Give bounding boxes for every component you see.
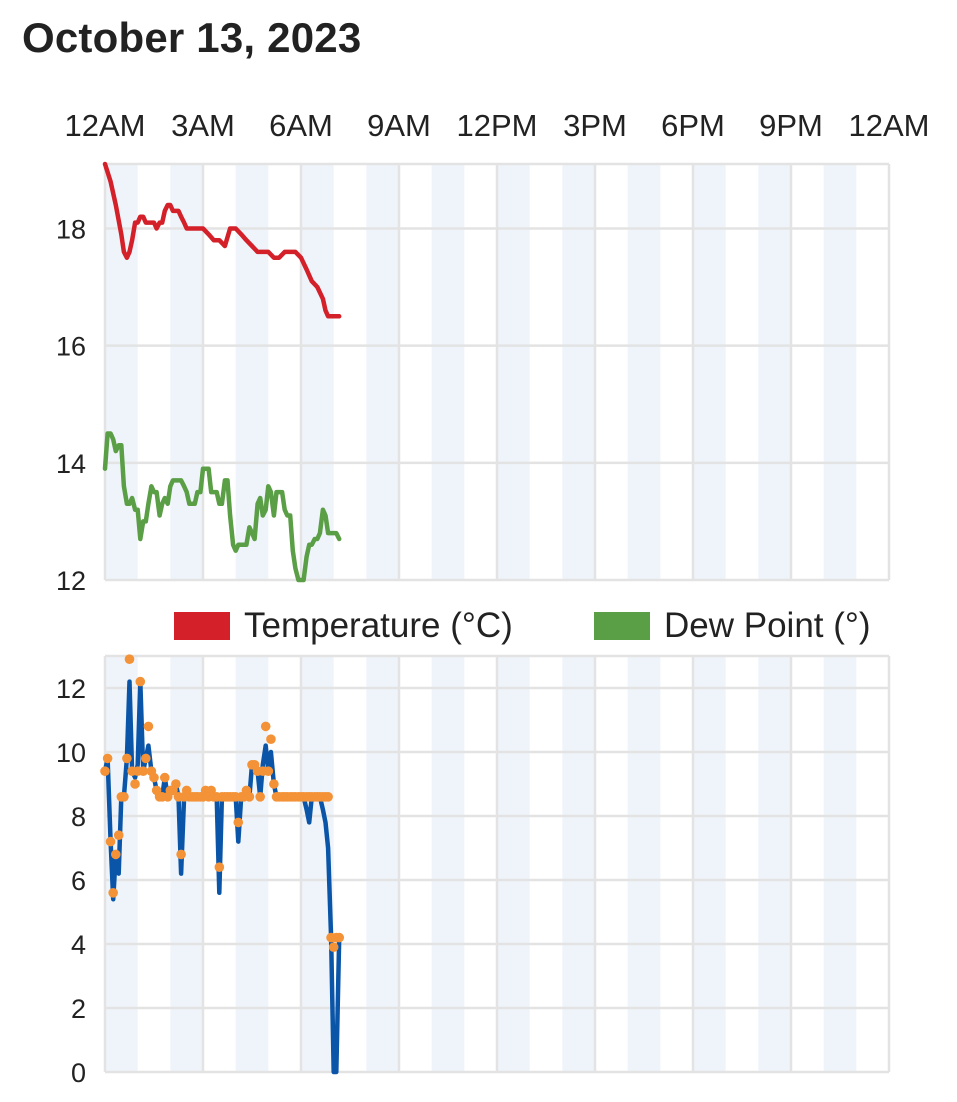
x-tick-label: 6PM bbox=[661, 108, 725, 143]
legend-swatch-dewpoint bbox=[594, 612, 650, 640]
legend-label-temperature: Temperature (°C) bbox=[244, 606, 513, 645]
y-tick-label: 0 bbox=[71, 1058, 86, 1088]
night-band bbox=[366, 164, 399, 580]
series-line-0 bbox=[102, 161, 342, 319]
night-band bbox=[823, 656, 857, 1072]
chart-series bbox=[100, 654, 345, 1075]
gust-point bbox=[269, 779, 279, 789]
gust-point bbox=[138, 766, 149, 776]
x-tick-label: 3PM bbox=[563, 108, 627, 143]
legend-swatch-temperature bbox=[174, 612, 230, 640]
night-band bbox=[366, 656, 399, 1072]
night-band bbox=[170, 656, 203, 1072]
wind-chart: 0 2 4 6 8 10 12 bbox=[56, 654, 891, 1088]
gust-point bbox=[108, 888, 118, 898]
x-axis-labels: 12AM 3AM 6AM 9AM 12PM 3PM 6PM 9PM 12AM bbox=[65, 108, 930, 143]
y-tick-label: 12 bbox=[56, 566, 86, 596]
gust-point bbox=[263, 766, 274, 776]
gust-point bbox=[141, 753, 151, 764]
x-tick-label: 3AM bbox=[171, 108, 235, 143]
legend-label-dewpoint: Dew Point (°) bbox=[664, 606, 871, 645]
gust-point bbox=[124, 654, 135, 664]
night-band bbox=[235, 656, 269, 1072]
gust-point bbox=[119, 792, 129, 802]
page-title: October 13, 2023 bbox=[22, 14, 362, 61]
temperature-dewpoint-chart: 12 14 16 18 bbox=[56, 161, 891, 596]
night-band bbox=[823, 164, 857, 580]
x-tick-label: 12PM bbox=[457, 108, 538, 143]
chart-grid bbox=[103, 162, 891, 582]
gust-point bbox=[233, 817, 244, 828]
legend: Temperature (°C) Dew Point (°) bbox=[174, 606, 871, 645]
shaded-bands bbox=[105, 164, 857, 580]
gust-point bbox=[260, 721, 271, 732]
x-tick-label: 9PM bbox=[759, 108, 823, 143]
y-tick-label: 2 bbox=[71, 994, 86, 1024]
y-tick-label: 4 bbox=[71, 930, 86, 960]
y-tick-label: 18 bbox=[56, 214, 86, 244]
gust-point bbox=[113, 830, 124, 840]
gust-point bbox=[171, 779, 181, 789]
night-band bbox=[627, 656, 661, 1072]
y-axis-ticks: 0 2 4 6 8 10 12 bbox=[56, 674, 86, 1088]
x-tick-label: 12AM bbox=[849, 108, 930, 143]
y-tick-label: 12 bbox=[56, 674, 86, 704]
gust-point bbox=[102, 753, 113, 764]
night-band bbox=[170, 164, 203, 580]
night-band bbox=[431, 656, 465, 1072]
gust-point bbox=[334, 932, 345, 943]
night-band bbox=[693, 164, 726, 580]
y-tick-label: 8 bbox=[71, 802, 86, 832]
y-tick-label: 16 bbox=[56, 332, 86, 362]
night-band bbox=[758, 656, 791, 1072]
night-band bbox=[562, 164, 595, 580]
gust-point bbox=[110, 849, 121, 860]
y-tick-label: 10 bbox=[56, 738, 86, 768]
gust-point bbox=[143, 721, 154, 732]
gust-point bbox=[214, 862, 225, 872]
gust-point bbox=[159, 772, 170, 783]
gust-point bbox=[266, 734, 276, 744]
gust-point bbox=[323, 792, 333, 802]
night-band bbox=[562, 656, 595, 1072]
gust-point bbox=[255, 792, 265, 802]
y-tick-label: 6 bbox=[71, 866, 86, 896]
gust-point bbox=[105, 836, 116, 847]
y-tick-label: 14 bbox=[56, 449, 86, 479]
x-tick-label: 12AM bbox=[65, 108, 146, 143]
night-band bbox=[627, 164, 661, 580]
night-band bbox=[497, 164, 530, 580]
x-tick-label: 6AM bbox=[269, 108, 333, 143]
chart-series bbox=[102, 161, 342, 583]
gust-point bbox=[176, 849, 186, 860]
gust-point bbox=[135, 676, 146, 687]
night-band bbox=[497, 656, 530, 1072]
gust-point bbox=[149, 772, 159, 783]
series-line-1 bbox=[102, 431, 342, 583]
gust-point bbox=[244, 792, 255, 802]
night-band bbox=[431, 164, 465, 580]
shaded-bands bbox=[105, 656, 857, 1072]
gust-point bbox=[328, 942, 339, 952]
x-tick-label: 9AM bbox=[367, 108, 431, 143]
night-band bbox=[758, 164, 791, 580]
gust-point bbox=[130, 779, 140, 789]
gust-point bbox=[100, 766, 110, 776]
night-band bbox=[693, 656, 726, 1072]
gust-point bbox=[122, 753, 132, 764]
night-band bbox=[301, 164, 334, 580]
y-axis-ticks: 12 14 16 18 bbox=[56, 214, 86, 596]
